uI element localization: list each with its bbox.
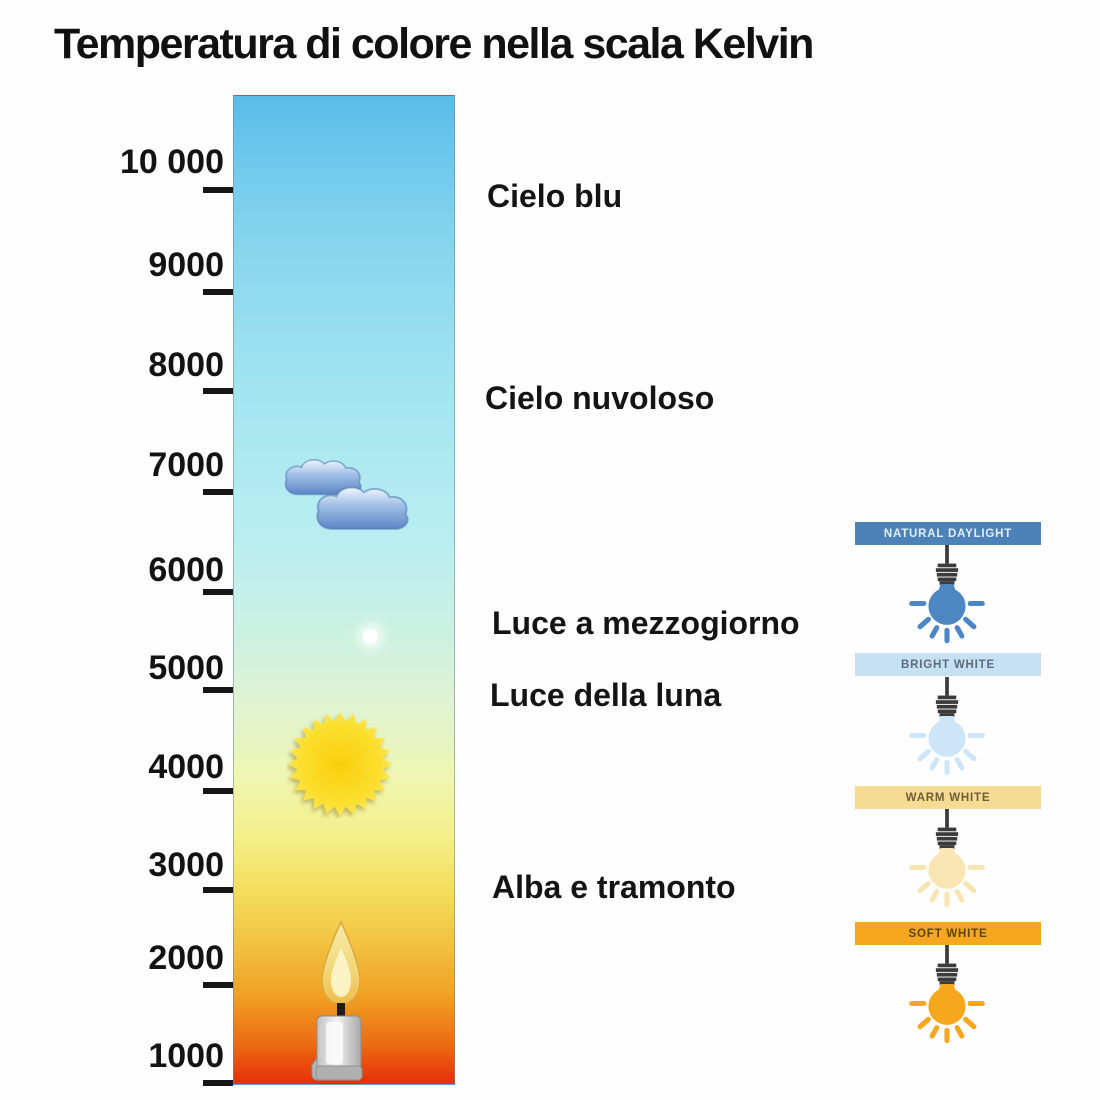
swatch-bar-natural-daylight: NATURAL DAYLIGHT xyxy=(855,522,1041,545)
scale-tick-label: 4000 xyxy=(148,748,224,786)
swatch-bar-warm-white: WARM WHITE xyxy=(855,786,1041,809)
scale-tick-label: 2000 xyxy=(148,939,224,977)
scale-tick-label: 7000 xyxy=(148,446,224,484)
scale-tick xyxy=(203,687,233,693)
bulb-icon-soft-white xyxy=(909,945,985,1044)
annotation-luce-mezzogiorno: Luce a mezzogiorno xyxy=(492,605,800,641)
kelvin-gradient-bar xyxy=(233,95,455,1085)
scale-tick xyxy=(203,187,233,193)
sun-icon xyxy=(288,712,392,816)
scale-tick-label: 10 000 xyxy=(120,143,224,181)
scale-tick xyxy=(203,1080,233,1086)
clouds-icon xyxy=(284,459,409,530)
scale-tick-label: 8000 xyxy=(148,346,224,384)
swatch-bar-bright-white: BRIGHT WHITE xyxy=(855,653,1041,676)
annotation-alba-tramonto: Alba e tramonto xyxy=(492,869,736,905)
moon-icon xyxy=(363,629,378,644)
scale-tick xyxy=(203,489,233,495)
scale-tick-label: 5000 xyxy=(148,649,224,687)
scale-tick xyxy=(203,289,233,295)
bulb-icon-natural-daylight xyxy=(909,545,985,644)
annotation-luce-luna: Luce della luna xyxy=(490,677,722,713)
page-title: Temperatura di colore nella scala Kelvin xyxy=(54,20,814,68)
bulb-icon-warm-white xyxy=(909,809,985,908)
scale-tick xyxy=(203,982,233,988)
scale-tick-label: 1000 xyxy=(148,1037,224,1075)
candle-icon xyxy=(311,920,363,1081)
scale-tick xyxy=(203,887,233,893)
swatch-bar-soft-white: SOFT WHITE xyxy=(855,922,1041,945)
scale-tick xyxy=(203,388,233,394)
annotation-cielo-blu: Cielo blu xyxy=(487,178,623,214)
scale-tick xyxy=(203,788,233,794)
scale-tick xyxy=(203,589,233,595)
annotation-cielo-nuvoloso: Cielo nuvoloso xyxy=(485,380,715,416)
scale-tick-label: 6000 xyxy=(148,551,224,589)
bulb-icon-bright-white xyxy=(909,677,985,776)
scale-tick-label: 3000 xyxy=(148,846,224,884)
scale-tick-label: 9000 xyxy=(148,246,224,284)
